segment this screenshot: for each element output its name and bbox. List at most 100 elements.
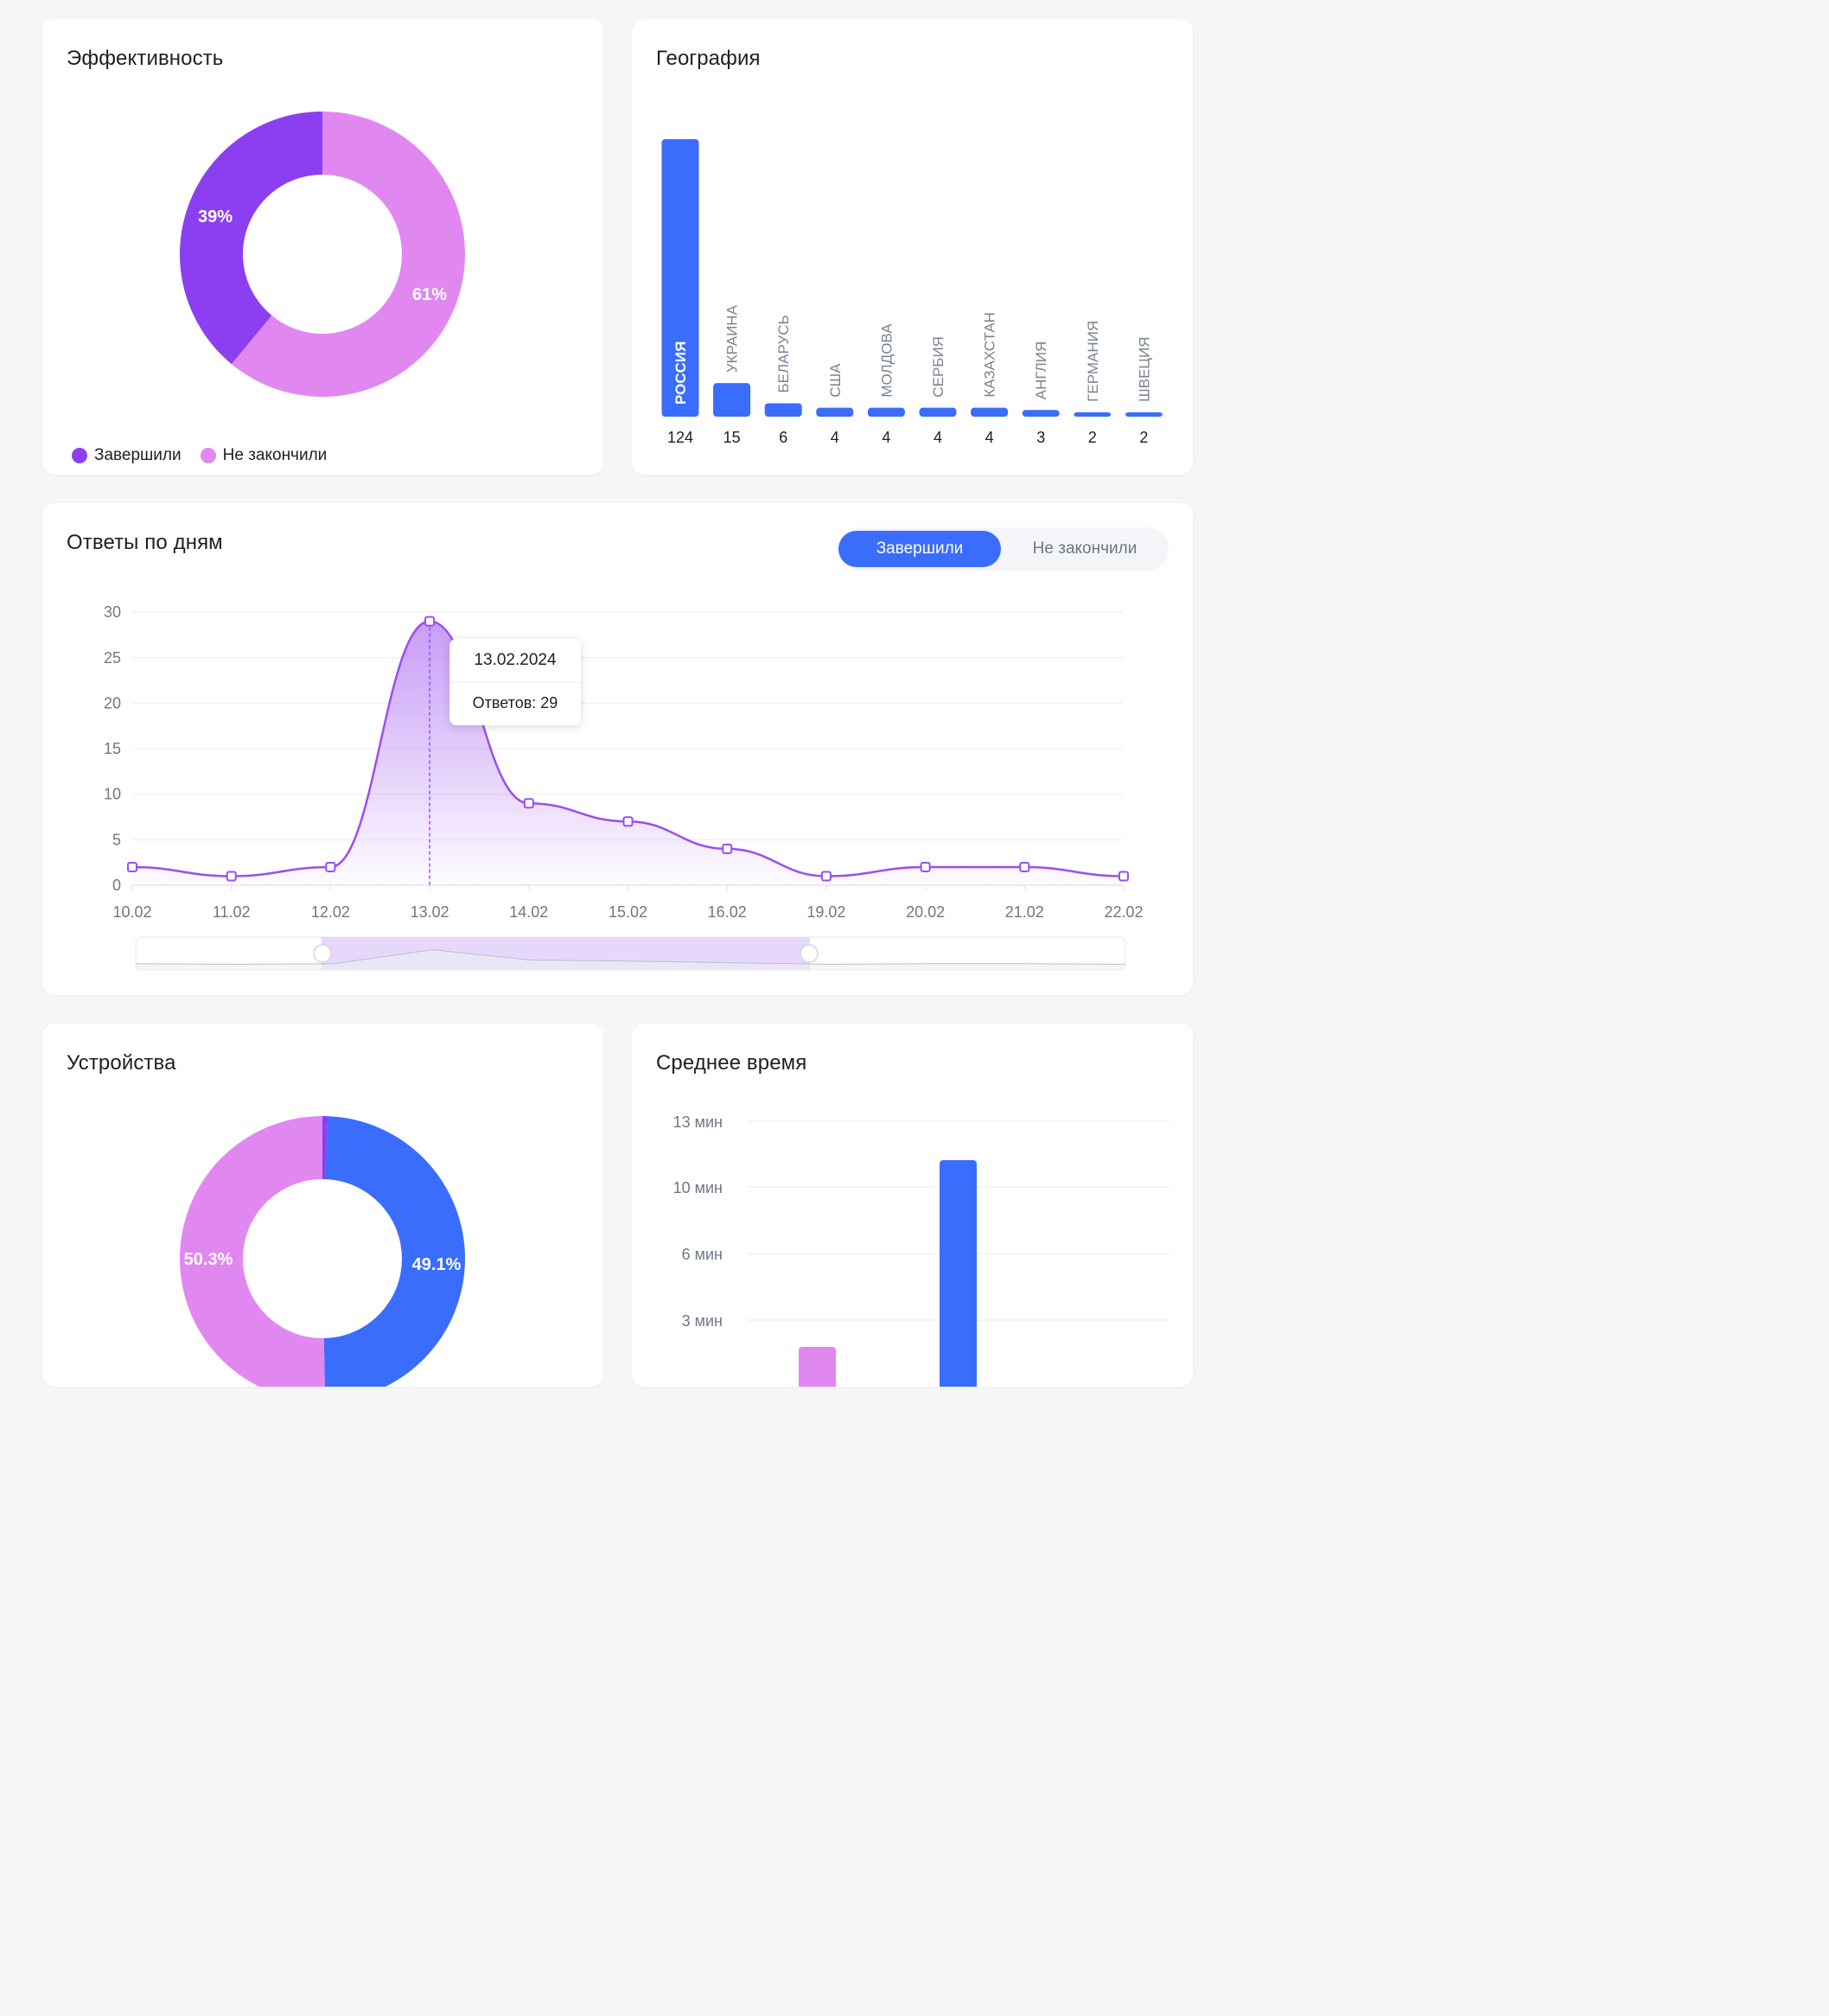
data-point[interactable] xyxy=(1019,861,1030,872)
completed-slice[interactable] xyxy=(179,112,322,365)
legend-item-completed[interactable]: Завершили xyxy=(72,446,182,465)
toggle-unfinished-button[interactable]: Не закончили xyxy=(1004,531,1165,567)
data-point[interactable] xyxy=(424,616,436,627)
y-tick-label: 0 xyxy=(112,877,121,894)
geo-bar[interactable] xyxy=(1125,411,1163,417)
tooltip-date: 13.02.2024 xyxy=(474,651,557,669)
data-point[interactable] xyxy=(226,871,237,882)
geo-bar[interactable] xyxy=(764,403,802,417)
y-tick-label: 5 xyxy=(112,831,121,848)
geo-country-label: ШВЕЦИЯ xyxy=(1136,336,1152,401)
geo-bar[interactable] xyxy=(713,383,751,417)
completed-percent-label: 39% xyxy=(198,207,233,226)
completed-dot-icon xyxy=(72,448,87,463)
daily-line-chart: 0 5 10 15 20 25 30 10.02 11.02 12.02 13.02 14.02 15.… xyxy=(104,603,1144,971)
x-tick-label: 13.02 xyxy=(411,903,449,921)
unfinished-dot-icon xyxy=(200,448,216,463)
unfinished-percent-label: 61% xyxy=(412,285,447,304)
data-point[interactable] xyxy=(523,798,534,809)
data-point[interactable] xyxy=(1118,871,1129,882)
geo-country-label: ГЕРМАНИЯ xyxy=(1085,321,1101,402)
toggle-completed-button[interactable]: Завершили xyxy=(838,531,1001,567)
geo-value-label: 4 xyxy=(831,429,839,446)
devices-card: Устройства 50.3% 49.1% xyxy=(42,1024,603,1387)
y-tick-label: 30 xyxy=(104,603,121,621)
geo-bar[interactable] xyxy=(1074,411,1112,417)
geo-country-label: АНГЛИЯ xyxy=(1033,341,1049,400)
y-tick-label: 13 мин xyxy=(673,1113,723,1131)
daily-answers-card: Ответы по дням Завершили Не закончили 0 5… xyxy=(42,503,1193,995)
y-tick-label: 20 xyxy=(104,694,121,711)
x-tick-label: 16.02 xyxy=(708,903,747,921)
geo-value-label: 4 xyxy=(985,429,994,446)
device-slice-violet[interactable] xyxy=(322,1116,328,1180)
efficiency-title: Эффективность xyxy=(67,47,224,70)
x-tick-label: 20.02 xyxy=(906,903,945,921)
average-time-title: Среднее время xyxy=(656,1051,807,1075)
average-time-bar-chart: 13 мин 10 мин 6 мин 3 мин xyxy=(673,1113,1169,1387)
data-point[interactable] xyxy=(820,871,832,882)
geo-country-label: КАЗАХСТАН xyxy=(982,312,998,398)
devices-title: Устройства xyxy=(67,1051,176,1075)
daily-answers-title: Ответы по дням xyxy=(67,531,223,554)
geo-value-label: 2 xyxy=(1088,429,1097,446)
geo-country-label: СЕРБИЯ xyxy=(930,336,946,398)
geo-bar[interactable] xyxy=(971,407,1009,417)
x-tick-label: 11.02 xyxy=(213,903,251,921)
range-slider-left-handle[interactable] xyxy=(313,944,332,963)
x-tick-label: 14.02 xyxy=(509,903,548,921)
geo-value-label: 124 xyxy=(667,429,693,446)
geo-bar[interactable] xyxy=(919,407,957,417)
geo-country-label: США xyxy=(827,363,844,398)
geo-bar[interactable] xyxy=(661,139,699,417)
unfinished-slice[interactable] xyxy=(231,112,465,397)
x-tick-label: 15.02 xyxy=(609,903,647,921)
range-slider-right-handle[interactable] xyxy=(800,944,819,963)
geography-title: География xyxy=(656,47,761,70)
data-point[interactable] xyxy=(722,843,733,854)
y-tick-label: 15 xyxy=(104,740,121,757)
geo-value-label: 6 xyxy=(779,429,787,446)
data-point[interactable] xyxy=(325,861,336,872)
efficiency-donut: 39% 61% xyxy=(179,112,465,397)
y-tick-label: 10 мин xyxy=(673,1179,723,1196)
range-slider-preview xyxy=(136,941,1125,970)
x-tick-label: 22.02 xyxy=(1104,903,1143,921)
geo-country-label: МОЛДОВА xyxy=(878,323,895,398)
geography-bar-chart: 124 РОССИЯ 15 УКРАИНА 6 БЕЛАРУСЬ 4 США 4 МОЛДОВА 4… xyxy=(661,139,1163,446)
data-point[interactable] xyxy=(622,816,634,827)
device-slice-blue[interactable] xyxy=(323,1116,466,1387)
legend-item-unfinished[interactable]: Не закончили xyxy=(200,446,328,465)
y-tick-label: 25 xyxy=(104,649,121,667)
geo-bar[interactable] xyxy=(816,407,854,417)
efficiency-card: Эффективность 39% 61% Завершили Не закон… xyxy=(42,19,603,475)
average-time-card: Среднее время 13 мин 10 мин 6 мин 3 мин xyxy=(632,1024,1193,1387)
x-tick-label: 19.02 xyxy=(806,903,845,921)
legend-unfinished-label: Не закончили xyxy=(222,446,328,464)
data-point[interactable] xyxy=(920,861,931,872)
y-tick-label: 6 мин xyxy=(682,1246,723,1263)
geo-country-label: РОССИЯ xyxy=(672,341,689,405)
data-point[interactable] xyxy=(127,861,137,872)
answers-filter-toggle: Завершили Не закончили xyxy=(838,527,1169,571)
geo-value-label: 4 xyxy=(934,429,942,446)
x-tick-label: 21.02 xyxy=(1005,903,1044,921)
range-slider-preview-line xyxy=(135,949,1126,965)
geo-country-label: БЕЛАРУСЬ xyxy=(775,315,792,392)
geo-bar[interactable] xyxy=(1022,410,1060,417)
legend-completed-label: Завершили xyxy=(94,446,182,464)
y-tick-label: 3 мин xyxy=(682,1312,723,1330)
geography-card: География 124 РОССИЯ 15 УКРАИНА 6 БЕЛАРУСЬ 4 СШ… xyxy=(632,19,1193,475)
devices-donut: 50.3% 49.1% xyxy=(180,1116,466,1387)
geo-country-label: УКРАИНА xyxy=(724,304,741,373)
tooltip-divider xyxy=(449,682,581,683)
geo-value-label: 15 xyxy=(723,429,741,446)
tooltip-value: Ответов: 29 xyxy=(472,694,558,711)
x-tick-label: 12.02 xyxy=(311,903,350,921)
devices-blue-percent-label: 49.1% xyxy=(412,1255,462,1274)
efficiency-legend: Завершили Не закончили xyxy=(72,446,327,465)
avg-time-bar-unfinished xyxy=(799,1347,836,1387)
geo-value-label: 2 xyxy=(1139,429,1148,446)
device-slice-pink[interactable] xyxy=(180,1116,325,1387)
geo-bar[interactable] xyxy=(867,407,905,417)
